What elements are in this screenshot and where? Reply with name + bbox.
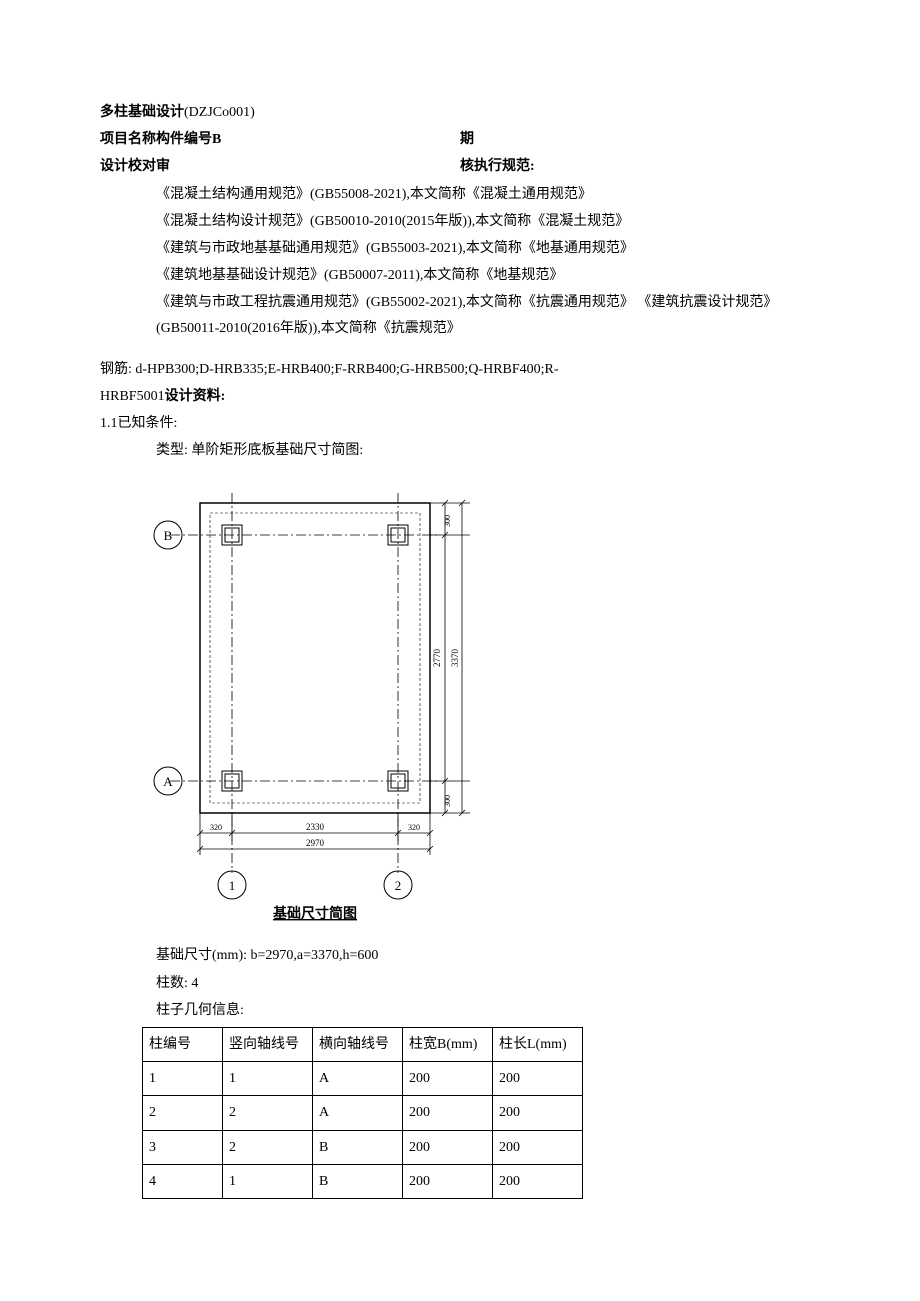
spec-line: 《建筑与市政工程抗震通用规范》(GB55002-2021),本文简称《抗震通用规… [100,290,820,340]
axis-B-label: B [164,528,173,543]
spec-line: 《混凝土结构通用规范》(GB55008-2021),本文简称《混凝土通用规范》 [100,182,820,207]
foundation-diagram: B A 1 2 300 2770 3370 300 [140,483,820,923]
cell: 2 [143,1096,223,1130]
header-right-2: 核执行规范: [460,154,820,179]
dim-mid-right-b: 3370 [450,649,460,668]
axis-2-label: 2 [395,878,402,893]
table-row: 4 1 B 200 200 [143,1164,583,1198]
cell: A [313,1096,403,1130]
cell: 1 [223,1164,313,1198]
cell: B [313,1164,403,1198]
column-table: 柱编号 竖向轴线号 横向轴线号 柱宽B(mm) 柱长L(mm) 1 1 A 20… [142,1027,583,1199]
dim-bot-right-small: 320 [408,823,420,832]
diagram-caption: 基础尺寸简图 [273,905,357,922]
rebar-line-2: HRBF5001设计资料: [100,384,820,409]
cell: 200 [493,1062,583,1096]
type-line: 类型: 单阶矩形底板基础尺寸简图: [100,438,820,463]
dim-mid-right-a: 2770 [432,649,442,668]
header-left-1: 项目名称构件编号B [100,127,460,152]
header-left-2: 设计校对审 [100,154,460,179]
column-geom-label: 柱子几何信息: [100,998,820,1023]
known-conditions: 1.1已知条件: [100,411,820,436]
dim-bot-mid: 2330 [306,822,325,832]
cell: 1 [143,1062,223,1096]
cell: 200 [403,1062,493,1096]
column-count: 柱数: 4 [100,971,820,996]
doc-title: 多柱基础设计(DZJCo001) [100,100,820,125]
spec-line: 《混凝土结构设计规范》(GB50010-2010(2015年版)),本文简称《混… [100,209,820,234]
axis-1-label: 1 [229,878,236,893]
rebar-code: HRBF5001 [100,389,165,404]
cell: 1 [223,1062,313,1096]
dim-bot-left: 320 [210,823,222,832]
th-h-axis: 横向轴线号 [313,1028,403,1062]
cell: 3 [143,1130,223,1164]
spec-line: 《建筑与市政地基基础通用规范》(GB55003-2021),本文简称《地基通用规… [100,236,820,261]
table-row: 2 2 A 200 200 [143,1096,583,1130]
th-width: 柱宽B(mm) [403,1028,493,1062]
dim-bot-right: 300 [443,795,452,807]
cell: 2 [223,1130,313,1164]
cell: 200 [403,1130,493,1164]
th-length: 柱长L(mm) [493,1028,583,1062]
header-right-1: 期 [460,127,820,152]
title-prefix: 多柱基础设计 [100,105,184,120]
title-code: (DZJCo001) [184,105,255,120]
dim-top-right: 300 [443,515,452,527]
th-v-axis: 竖向轴线号 [223,1028,313,1062]
spec-line: 《建筑地基基础设计规范》(GB50007-2011),本文简称《地基规范》 [100,263,820,288]
rebar-line-1: 钢筋: d-HPB300;D-HRB335;E-HRB400;F-RRB400;… [100,357,820,382]
cell: 200 [403,1164,493,1198]
cell: A [313,1062,403,1096]
dim-bot-total: 2970 [306,838,325,848]
cell: 200 [493,1164,583,1198]
table-row: 1 1 A 200 200 [143,1062,583,1096]
header-row-1: 项目名称构件编号B 期 [100,127,820,152]
table-row: 3 2 B 200 200 [143,1130,583,1164]
cell: 200 [493,1130,583,1164]
cell: 200 [403,1096,493,1130]
foundation-dim-line: 基础尺寸(mm): b=2970,a=3370,h=600 [100,943,820,968]
cell: B [313,1130,403,1164]
table-header-row: 柱编号 竖向轴线号 横向轴线号 柱宽B(mm) 柱长L(mm) [143,1028,583,1062]
header-row-2: 设计校对审 核执行规范: [100,154,820,179]
axis-A-label: A [163,774,173,789]
cell: 200 [493,1096,583,1130]
cell: 2 [223,1096,313,1130]
design-data-label: 设计资料: [165,389,226,404]
th-col-id: 柱编号 [143,1028,223,1062]
cell: 4 [143,1164,223,1198]
